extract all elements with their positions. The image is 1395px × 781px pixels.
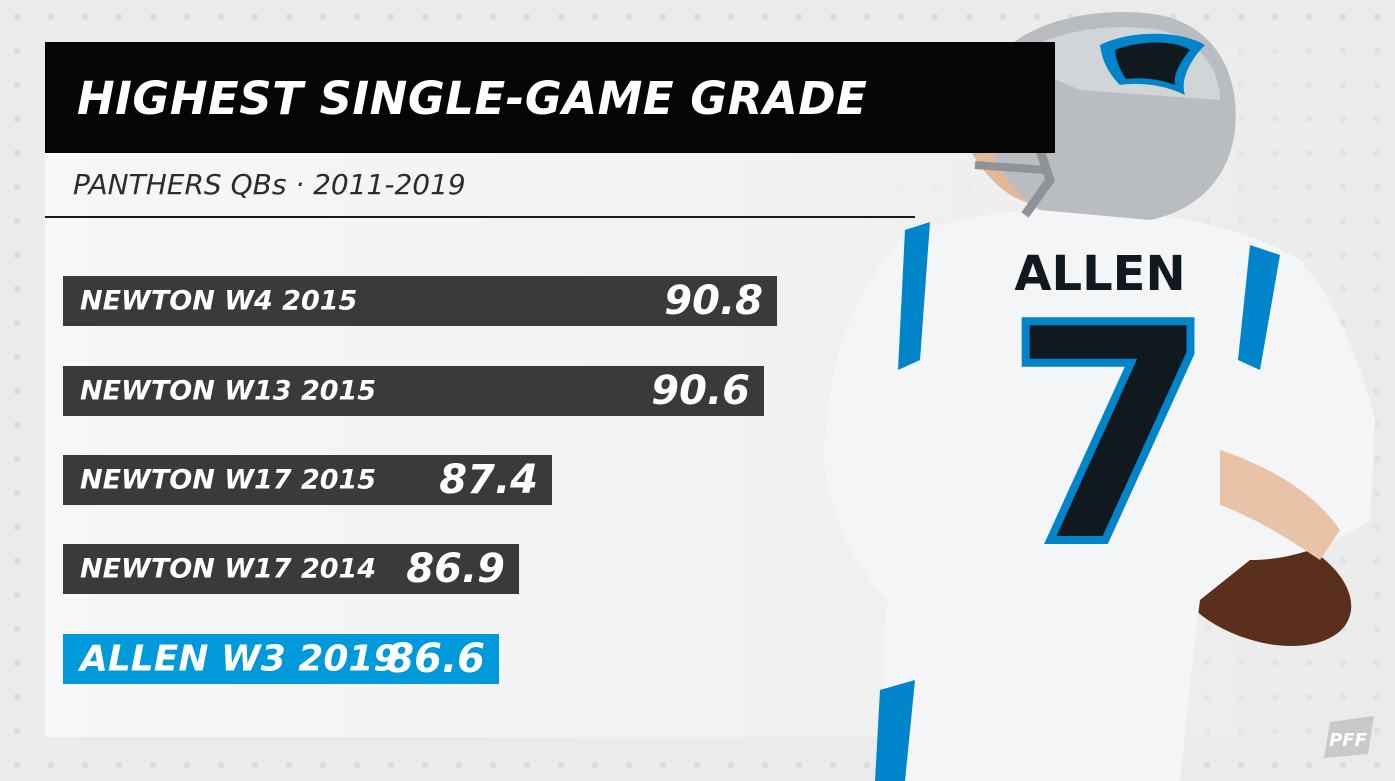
jersey-number: 7 [1006, 262, 1215, 611]
bar: NEWTON W13 2015 90.6 [63, 366, 764, 416]
bar: NEWTON W17 2015 87.4 [63, 455, 552, 505]
bar-label: ALLEN W3 2019 [80, 638, 399, 680]
pff-logo-text: PFF [1329, 730, 1367, 751]
bar-label: NEWTON W13 2015 [80, 375, 377, 407]
divider-rule [45, 216, 915, 218]
bar-value: 86.9 [406, 546, 505, 592]
bar: NEWTON W4 2015 90.8 [63, 276, 777, 326]
bar-highlight: ALLEN W3 2019 86.6 [63, 634, 499, 684]
chart-title: HIGHEST SINGLE-GAME GRADE [77, 72, 868, 125]
pff-logo-icon: PFF [1324, 716, 1374, 758]
bar-label: NEWTON W4 2015 [80, 285, 358, 317]
bar-value: 87.4 [439, 457, 538, 503]
bar: NEWTON W17 2014 86.9 [63, 544, 519, 594]
bar-value: 90.8 [664, 278, 763, 324]
bar-value: 86.6 [386, 636, 485, 682]
bar-label: NEWTON W17 2014 [80, 553, 377, 585]
title-bar [45, 42, 1055, 153]
chart-subtitle: PANTHERS QBs · 2011-2019 [73, 168, 466, 201]
bar-value: 90.6 [651, 368, 750, 414]
jersey-name: ALLEN [1014, 246, 1185, 302]
bar-label: NEWTON W17 2015 [80, 464, 377, 496]
